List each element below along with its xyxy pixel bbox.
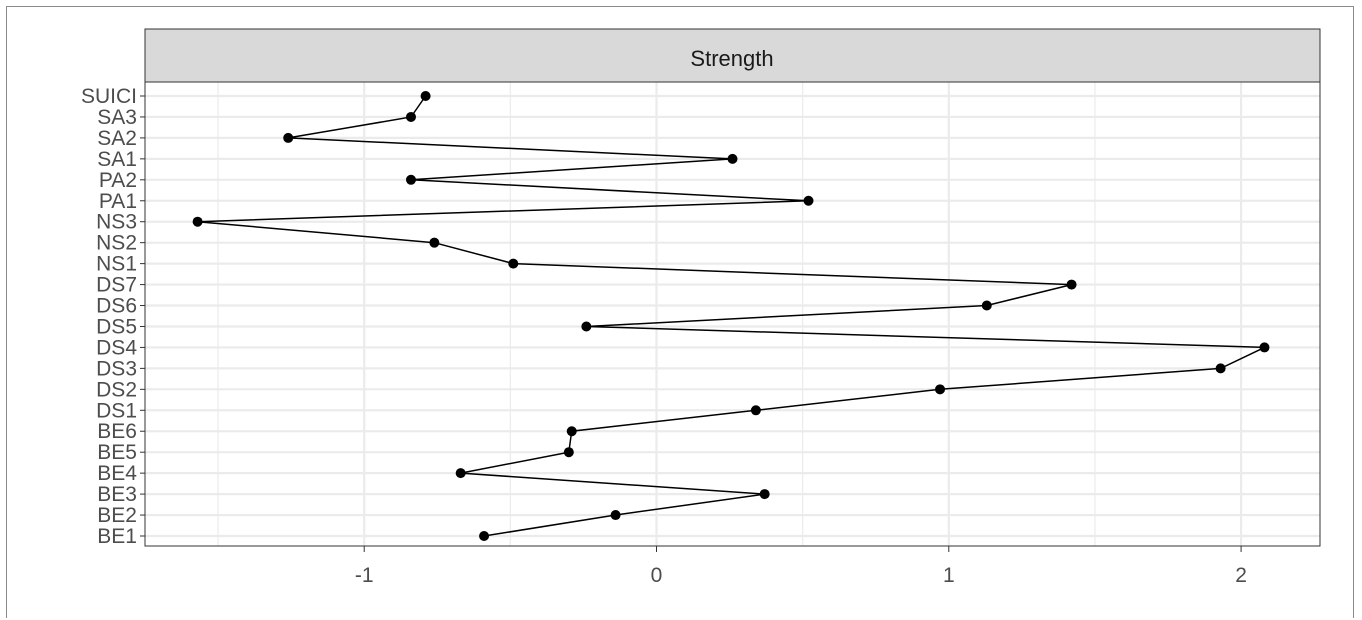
data-point-ds4 xyxy=(1259,342,1270,353)
figure-frame: Strength BE1 BE2 BE3 BE4 BE5 BE6 DS1 DS2 DS3 DS4 D… xyxy=(6,6,1354,618)
y-tick-label: BE5 xyxy=(97,441,137,464)
y-tick-label: DS4 xyxy=(96,336,137,359)
y-tick-label: BE4 xyxy=(97,462,137,485)
strength-chart: Strength BE1BE2BE3BE4BE5BE6DS1DS2DS3DS4D… xyxy=(81,28,1321,587)
y-tick-label: PA1 xyxy=(99,190,137,213)
y-tick-label: SA1 xyxy=(97,148,137,171)
data-point-ds7 xyxy=(1066,279,1077,290)
data-point-be5 xyxy=(563,447,574,458)
data-point-be4 xyxy=(455,468,466,479)
data-point-pa1 xyxy=(803,195,814,206)
y-axis: BE1BE2BE3BE4BE5BE6DS1DS2DS3DS4DS5DS6DS7N… xyxy=(81,85,145,548)
x-tick-label: -1 xyxy=(355,564,374,587)
grid-lines xyxy=(145,82,1320,546)
y-tick-label: DS5 xyxy=(96,315,137,338)
data-point-ds1 xyxy=(750,405,761,416)
data-point-sa3 xyxy=(405,111,416,122)
y-tick-label: NS3 xyxy=(96,211,137,234)
data-point-ds6 xyxy=(981,300,992,311)
data-point-sa2 xyxy=(283,132,294,143)
y-tick-label: DS7 xyxy=(96,274,137,297)
data-series xyxy=(192,91,1270,541)
y-tick-label: DS1 xyxy=(96,399,137,422)
series-line xyxy=(197,95,1265,537)
data-point-be3 xyxy=(759,489,770,500)
y-tick-label: DS6 xyxy=(96,295,137,318)
data-point-be1 xyxy=(479,531,490,541)
y-tick-label: BE2 xyxy=(97,504,137,527)
data-point-suici xyxy=(420,91,431,101)
x-tick-label: 1 xyxy=(943,564,955,587)
y-tick-label: PA2 xyxy=(99,169,137,192)
data-point-ns1 xyxy=(508,258,519,269)
y-tick-label: NS2 xyxy=(96,232,137,255)
data-point-be6 xyxy=(566,426,577,437)
y-tick-label: SUICI xyxy=(81,85,137,108)
facet-strip-title: Strength xyxy=(690,46,773,71)
data-point-ds3 xyxy=(1215,363,1226,374)
facet-strip xyxy=(144,28,1321,83)
data-point-ds2 xyxy=(935,384,946,395)
data-point-ns3 xyxy=(192,216,203,227)
y-tick-label: BE3 xyxy=(97,483,137,506)
data-point-be2 xyxy=(610,510,621,521)
y-tick-label: SA3 xyxy=(97,106,137,129)
x-tick-label: 0 xyxy=(651,564,663,587)
data-point-ns2 xyxy=(429,237,440,248)
y-tick-label: BE1 xyxy=(97,525,137,548)
y-tick-label: BE6 xyxy=(97,420,137,443)
data-point-sa1 xyxy=(727,153,738,164)
y-tick-label: SA2 xyxy=(97,127,137,150)
data-point-pa2 xyxy=(405,174,416,185)
x-axis: -1 0 1 2 xyxy=(355,546,1247,587)
y-tick-label: DS2 xyxy=(96,378,137,401)
x-tick-label: 2 xyxy=(1235,564,1247,587)
data-point-ds5 xyxy=(581,321,592,332)
y-tick-label: DS3 xyxy=(96,357,137,380)
panel-border xyxy=(144,81,1321,547)
y-tick-label: NS1 xyxy=(96,253,137,276)
